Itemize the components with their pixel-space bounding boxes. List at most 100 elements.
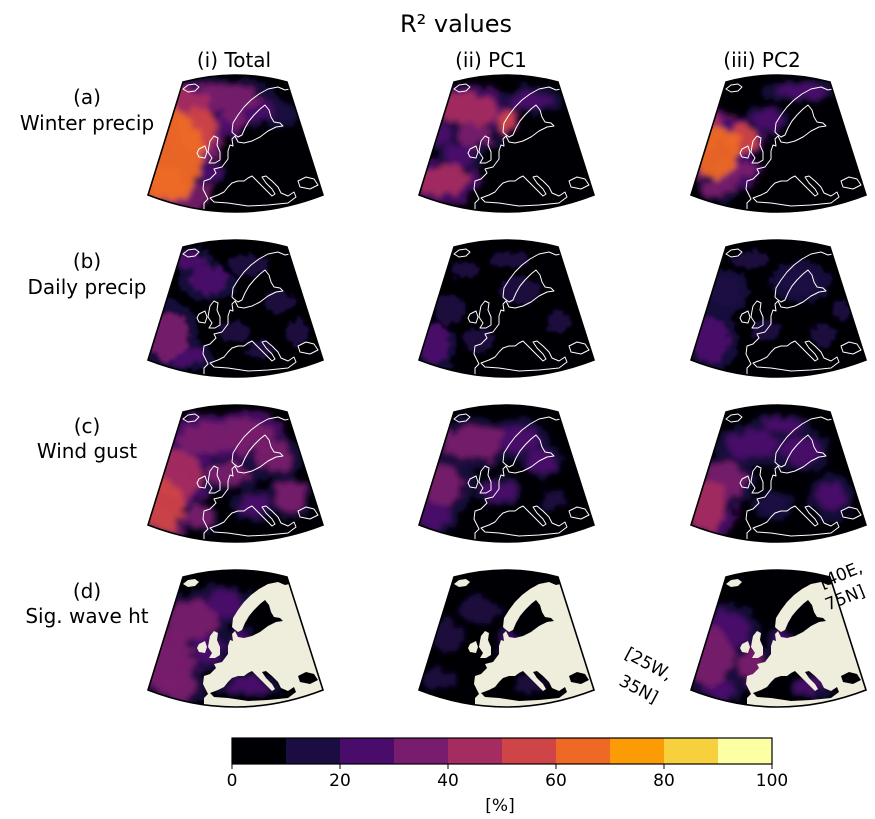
map-panel-a-ii: [418, 74, 595, 213]
map-clip-area: [419, 75, 594, 212]
r2-region-core: [526, 449, 556, 473]
r2-region-core: [275, 482, 305, 512]
map-panel-d-i: [147, 569, 324, 708]
coastline: [453, 413, 594, 542]
r2-region-core: [456, 123, 492, 147]
r2-region-core: [238, 495, 268, 515]
r2-region-core: [288, 318, 308, 346]
r2-region-core: [223, 418, 273, 452]
colorbar-bin: [394, 738, 449, 764]
row-name-wind-gust: Wind gust: [37, 439, 137, 463]
colorbar-bin: [664, 738, 719, 764]
r2-region-core: [175, 252, 205, 268]
r2-region-core: [445, 143, 473, 171]
r2-region-core: [183, 507, 213, 527]
map-panel-b-i: [147, 239, 324, 378]
column-header-pc2: (iii) PC2: [723, 48, 800, 72]
r2-region-core: [726, 431, 776, 459]
colorbar-tick-label: 60: [545, 771, 567, 791]
colorbar-bin: [502, 738, 557, 764]
colorbar-tick-label: 20: [329, 771, 351, 791]
map-panel-c-ii: [418, 404, 595, 543]
r2-region-core: [542, 490, 566, 510]
r2-region-core: [178, 422, 238, 456]
r2-region-core: [427, 123, 451, 147]
map-panel-d-iii: [690, 569, 867, 708]
map-frame: [418, 239, 595, 378]
colorbar-unit-label: [%]: [485, 796, 514, 816]
r2-region-core: [253, 443, 293, 471]
colorbar-bin: [232, 738, 287, 764]
colorbar-tick-label: 80: [653, 771, 675, 791]
r2-region-core: [775, 83, 827, 99]
column-header-total: (i) Total: [197, 48, 271, 72]
r2-region-core: [148, 312, 188, 360]
colorbar-tick-label: 40: [437, 771, 459, 791]
map-frame: [690, 404, 867, 543]
row-letter-c: (c): [74, 414, 101, 438]
colorbar-tick-label: 100: [756, 771, 788, 791]
map-panel-a-iii: [690, 74, 867, 213]
map-panel-c-i: [147, 404, 324, 543]
r2-region-core: [450, 262, 478, 278]
r2-region-core: [419, 500, 449, 530]
map-clip-area: [148, 75, 323, 212]
r2-region-core: [831, 300, 851, 320]
r2-region-core: [444, 426, 504, 460]
r2-region-core: [491, 252, 527, 268]
map-panel-d-ii: [418, 569, 595, 708]
r2-region-core: [761, 417, 801, 433]
r2-region-core: [811, 324, 835, 348]
r2-region-core: [547, 312, 571, 332]
r2-region-core: [263, 292, 293, 312]
map-panel-grid: [147, 74, 867, 708]
map-panel-a-i: [147, 74, 324, 213]
map-clip-area: [148, 405, 323, 542]
r2-field: [691, 248, 856, 373]
map-frame: [418, 74, 595, 213]
row-letter-b: (b): [73, 249, 101, 273]
coastline: [453, 83, 594, 212]
map-frame: [147, 239, 324, 378]
colorbar-bin: [610, 738, 665, 764]
r2-field: [148, 409, 313, 542]
map-frame: [690, 74, 867, 213]
r2-region-core: [219, 322, 249, 342]
r2-region-core: [781, 437, 821, 465]
coastline: [182, 248, 323, 377]
row-name-sig-wave-ht: Sig. wave ht: [25, 604, 148, 628]
coastline: [725, 413, 866, 542]
colorbar-bin: [718, 738, 773, 764]
row-name-winter-precip: Winter precip: [20, 111, 154, 135]
r2-region-core: [170, 89, 210, 113]
r2-region-core: [188, 266, 228, 294]
map-clip-area: [148, 240, 323, 377]
r2-region-core: [424, 621, 464, 651]
r2-region-core: [693, 318, 729, 362]
column-header-pc1: (ii) PC1: [455, 48, 527, 72]
r2-region-core: [424, 670, 454, 690]
r2-region-core: [459, 598, 499, 622]
r2-region-core: [753, 109, 781, 129]
colorbar: [231, 737, 773, 769]
r2-region-core: [499, 276, 539, 304]
colorbar-tick-label: 0: [227, 771, 238, 791]
r2-region-core: [499, 425, 539, 453]
map-clip-area: [691, 240, 866, 377]
figure-title: R² values: [400, 10, 512, 38]
map-frame: [690, 239, 867, 378]
r2-region-core: [434, 295, 464, 325]
r2-region-core: [148, 479, 185, 531]
map-frame: [690, 569, 867, 708]
colorbar-bin: [448, 738, 503, 764]
r2-region-core: [711, 277, 741, 307]
map-frame: [147, 569, 324, 708]
row-letter-d: (d): [73, 579, 101, 603]
colorbar-bin: [286, 738, 341, 764]
coastline: [725, 83, 866, 212]
colorbar-bin: [340, 738, 395, 764]
coastline: [453, 248, 594, 377]
map-clip-area: [691, 405, 866, 542]
colorbar-bin: [556, 738, 611, 764]
